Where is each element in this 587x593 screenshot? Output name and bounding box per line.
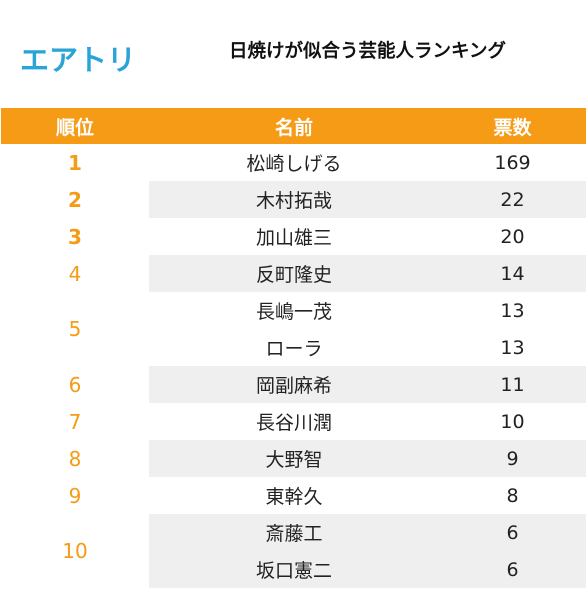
rank-cell: 5 <box>68 317 82 341</box>
votes-cell: 13 <box>500 336 525 359</box>
rank-cell: 8 <box>68 446 82 471</box>
rank-cell: 4 <box>68 261 82 286</box>
rank-cell: 7 <box>68 409 82 434</box>
table-row: 坂口憲二 6 <box>1 551 586 588</box>
votes-cell: 20 <box>500 225 525 248</box>
table-row: 4 反町隆史 14 <box>1 255 586 292</box>
column-header-votes: 票数 <box>439 108 586 144</box>
votes-cell: 169 <box>494 151 531 174</box>
table-row: 10 斎藤工 6 <box>1 514 586 588</box>
name-cell: 松崎しげる <box>246 153 342 175</box>
table-row: 1 松崎しげる 169 <box>1 144 586 181</box>
votes-cell: 6 <box>439 551 586 588</box>
name-cell: 加山雄三 <box>255 227 332 249</box>
name-cell: 木村拓哉 <box>149 181 439 218</box>
rank-cell: 9 <box>68 483 82 508</box>
table-row: 8 大野智 9 <box>1 440 586 477</box>
rank-cell: 1 <box>68 150 82 175</box>
name-cell: 坂口憲二 <box>149 551 439 588</box>
rank-cell: 6 <box>68 372 82 397</box>
column-header-rank: 順位 <box>1 108 149 144</box>
table-row: ローラ 13 <box>1 329 586 366</box>
votes-cell: 11 <box>439 366 586 403</box>
rank-cell: 2 <box>68 187 82 212</box>
votes-cell: 10 <box>500 410 525 433</box>
votes-cell: 6 <box>439 514 586 551</box>
votes-cell: 13 <box>500 299 525 322</box>
name-cell: 長嶋一茂 <box>255 301 332 323</box>
table-row: 3 加山雄三 20 <box>1 218 586 255</box>
table-row: 6 岡副麻希 11 <box>1 366 586 403</box>
brand-logo: エアトリ <box>20 43 137 77</box>
table-row: 7 長谷川潤 10 <box>1 403 586 440</box>
votes-cell: 8 <box>506 484 519 507</box>
name-cell: 岡副麻希 <box>149 366 439 403</box>
votes-cell: 9 <box>439 440 586 477</box>
rank-cell: 3 <box>68 224 82 249</box>
table-row: 5 長嶋一茂 13 <box>1 292 586 342</box>
name-cell: 長谷川潤 <box>255 412 332 434</box>
table-header-row: 順位 名前 票数 <box>1 108 586 144</box>
name-cell: 反町隆史 <box>149 255 439 292</box>
votes-cell: 22 <box>439 181 586 218</box>
votes-cell: 14 <box>439 255 586 292</box>
column-header-name: 名前 <box>149 108 439 144</box>
ranking-table: 順位 名前 票数 1 松崎しげる 169 2 木村拓哉 22 3 加山雄三 20… <box>1 108 586 588</box>
table-row: 9 東幹久 8 <box>1 477 586 514</box>
name-cell: ローラ <box>265 338 323 360</box>
name-cell: 東幹久 <box>265 486 323 508</box>
page-title: 日焼けが似合う芸能人ランキング <box>229 41 506 62</box>
rank-cell: 10 <box>1 514 149 588</box>
name-cell: 斎藤工 <box>149 514 439 551</box>
table-row: 2 木村拓哉 22 <box>1 181 586 218</box>
name-cell: 大野智 <box>149 440 439 477</box>
